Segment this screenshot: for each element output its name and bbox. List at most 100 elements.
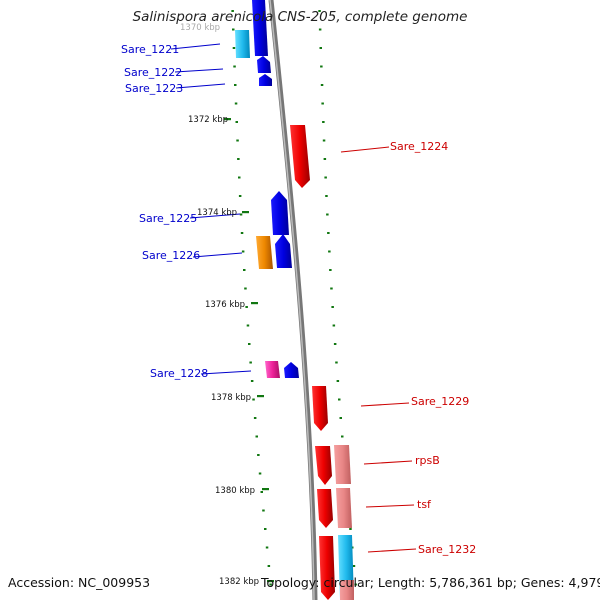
gene-leader-sare-1228: [200, 370, 252, 375]
outer-tick-dot: [322, 139, 326, 142]
gene-label-sare-1229[interactable]: Sare_1229: [411, 395, 469, 408]
kbp-label-1374: 1374 kbp: [197, 208, 237, 218]
gene-sare-1228-feature[interactable]: [265, 361, 280, 378]
inner-tick-dot: [265, 546, 269, 549]
kbp-axis-labels: 1370 kbp 1372 kbp 1374 kbp 1376 kbp 1378…: [180, 23, 259, 587]
gene-sare-1232-light-feature[interactable]: [340, 580, 354, 600]
gene-sare-1227-arrow[interactable]: [275, 234, 292, 268]
outer-tick-dot: [319, 47, 322, 49]
gene-label-sare-1226[interactable]: Sare_1226: [142, 249, 200, 262]
gene-sare-1224-arrow[interactable]: [290, 125, 310, 188]
left-gene-labels: Sare_1221 Sare_1222 Sare_1223 Sare_1225 …: [121, 43, 252, 380]
kbp-major-tick: [257, 395, 264, 398]
genome-backbone: [268, 0, 318, 601]
kbp-major-tick: [267, 580, 274, 583]
inner-tick-dot: [233, 65, 236, 68]
inner-tick-dot: [249, 361, 252, 364]
outer-tick-dot: [327, 232, 330, 234]
inner-tick-dot: [237, 158, 240, 160]
gene-sare-1225-arrow[interactable]: [271, 191, 289, 235]
outer-tick-dot: [352, 565, 356, 567]
inner-tick-dot: [250, 380, 254, 382]
outer-tick-dot: [336, 380, 340, 382]
gene-tsf-arrow[interactable]: [317, 489, 333, 528]
inner-tick-dot: [253, 417, 257, 419]
kbp-major-ticks: [224, 118, 274, 583]
gene-label-sare-1223[interactable]: Sare_1223: [125, 82, 183, 95]
outer-tick-dot: [341, 435, 344, 438]
gene-sare-1221-feature[interactable]: [235, 0, 268, 58]
outer-tick-dot: [321, 102, 324, 105]
accession-text: Accession: NC_009953: [8, 575, 151, 590]
inner-tick-dot: [236, 139, 239, 142]
gene-sare-1222-arrow[interactable]: [257, 56, 271, 73]
inner-tick-dot: [257, 454, 260, 456]
gene-label-sare-1232[interactable]: Sare_1232: [418, 543, 476, 556]
gene-label-sare-1225[interactable]: Sare_1225: [139, 212, 197, 225]
inner-tick-dot: [248, 343, 251, 345]
gene-leader-sare-1225: [189, 213, 241, 219]
outer-tick-dot: [323, 158, 327, 160]
outer-tick-dot: [349, 528, 352, 530]
inner-tick-dot: [232, 28, 235, 31]
gene-sare-1228b-arrow[interactable]: [284, 362, 299, 378]
gene-leader-sare-1221: [170, 43, 221, 50]
inner-tick-dot: [262, 509, 265, 512]
genome-backbone-highlight: [269, 0, 315, 601]
gene-leader-sare-1229: [360, 402, 410, 407]
inner-tick-dot: [252, 398, 255, 401]
outer-tick-dot: [318, 10, 321, 12]
gene-leader-rpsb: [363, 460, 413, 465]
gene-label-sare-1224[interactable]: Sare_1224: [390, 140, 448, 153]
inner-tick-dot: [245, 306, 248, 308]
gene-label-rpsb[interactable]: rpsB: [415, 454, 440, 467]
outer-tick-dot: [322, 121, 325, 123]
inner-tick-dot: [258, 472, 262, 475]
inner-tick-dot: [234, 84, 237, 86]
gene-label-tsf[interactable]: tsf: [417, 498, 432, 511]
kbp-major-tick: [224, 118, 231, 121]
gene-sare-1223-arrow[interactable]: [259, 74, 272, 86]
gene-leader-sare-1232: [367, 548, 417, 553]
inner-tick-dot: [255, 435, 258, 438]
inner-tick-dot: [241, 250, 245, 253]
outer-tick-dot: [338, 398, 341, 401]
outer-tick-dot: [329, 269, 332, 271]
gene-label-sare-1222[interactable]: Sare_1222: [124, 66, 182, 79]
inner-tick-dot: [235, 121, 238, 123]
outer-tick-dot: [320, 65, 323, 68]
inner-tick-dots: [231, 10, 272, 586]
outer-tick-dot: [324, 176, 327, 179]
gene-leader-sare-1222: [174, 68, 224, 73]
kbp-label-1370: 1370 kbp: [180, 23, 220, 33]
gene-sare-1226-feature[interactable]: [256, 236, 273, 269]
outer-tick-dot: [330, 287, 333, 290]
inner-tick-dot: [269, 583, 272, 586]
inner-tick-dot: [244, 287, 247, 290]
kbp-label-1376: 1376 kbp: [205, 300, 245, 310]
outer-tick-dot: [326, 213, 329, 216]
outer-tick-dot: [333, 343, 337, 345]
kbp-major-tick: [262, 488, 269, 491]
gene-rpsb-light-feature[interactable]: [334, 445, 351, 484]
kbp-label-1372: 1372 kbp: [188, 115, 228, 125]
outer-tick-dot: [328, 250, 331, 253]
gene-rpsb-arrow[interactable]: [315, 446, 332, 485]
gene-label-sare-1228[interactable]: Sare_1228: [150, 367, 208, 380]
gene-tsf-light-feature[interactable]: [336, 488, 352, 528]
genome-title: Salinispora arenicola CNS-205, complete …: [132, 9, 468, 25]
gene-leader-sare-1223: [175, 83, 226, 89]
inner-tick-dot: [240, 232, 244, 234]
gene-label-sare-1221[interactable]: Sare_1221: [121, 43, 179, 56]
gene-sare-1229-arrow[interactable]: [312, 386, 328, 431]
gene-leader-sare-1224: [340, 146, 390, 153]
outer-tick-dot: [354, 583, 357, 586]
inner-tick-dot: [239, 213, 243, 216]
gene-sare-1232-arrow[interactable]: [319, 536, 335, 600]
inner-tick-dot: [238, 176, 241, 179]
kbp-major-tick: [242, 211, 249, 214]
inner-tick-dot: [243, 269, 246, 271]
inner-tick-dot: [232, 47, 236, 49]
outer-tick-dot: [335, 361, 338, 364]
